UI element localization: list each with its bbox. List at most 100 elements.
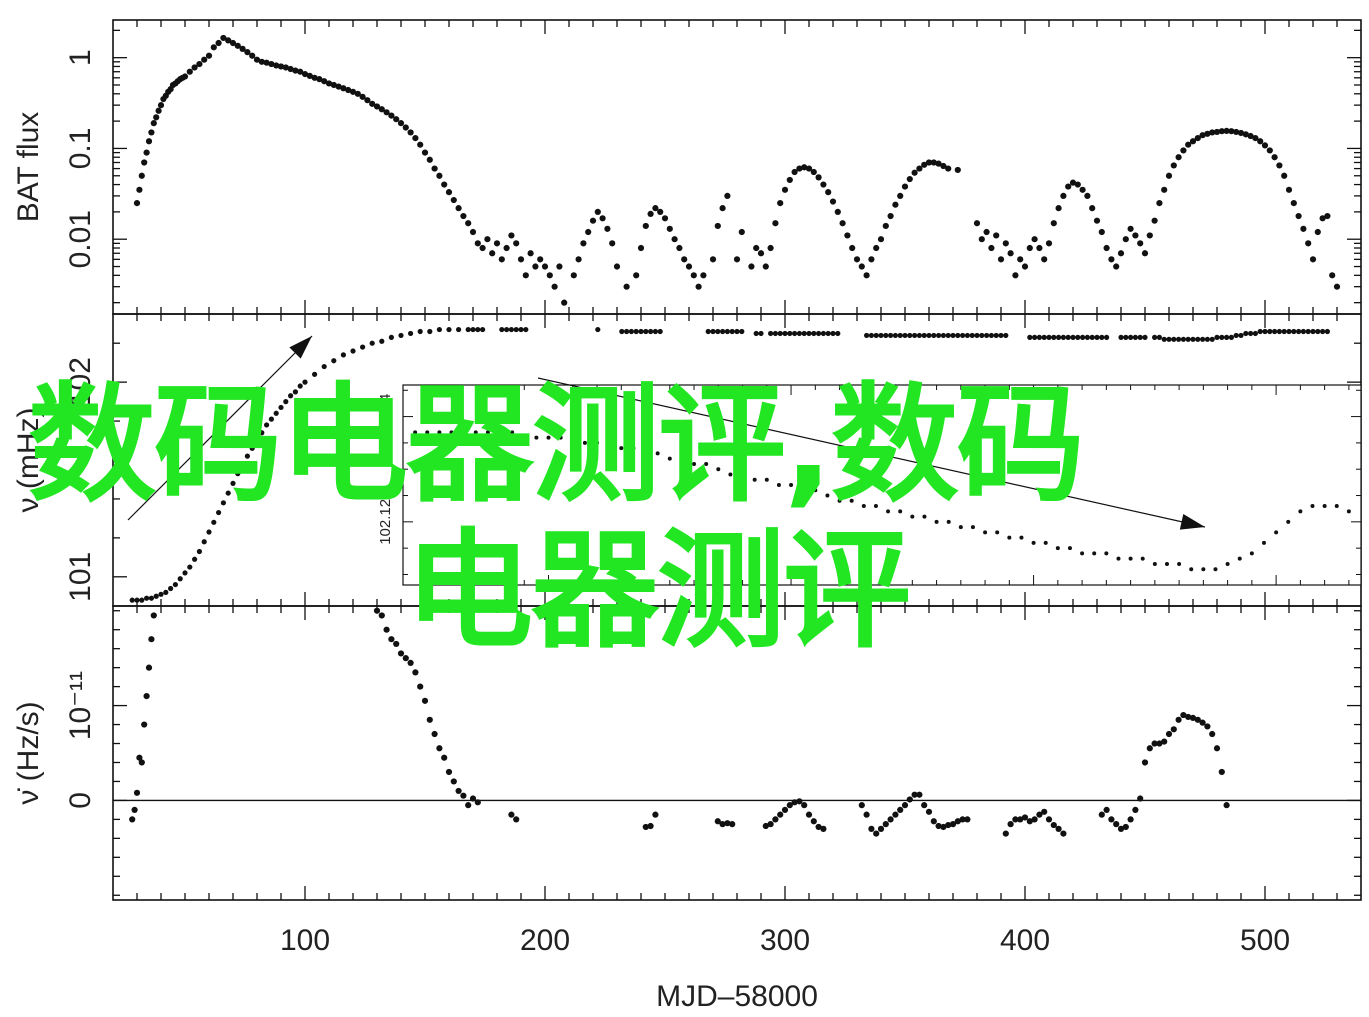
data-point	[1161, 738, 1168, 745]
data-point	[921, 161, 928, 168]
x-tick-label: 200	[520, 924, 570, 957]
data-point	[138, 172, 145, 179]
inset-data-point	[849, 498, 854, 503]
data-point	[1104, 334, 1110, 340]
data-point	[921, 332, 927, 339]
data-point	[1194, 716, 1201, 723]
data-point	[1021, 263, 1029, 270]
data-point	[1214, 334, 1220, 340]
data-point	[960, 332, 966, 339]
x-tick-label: 500	[1240, 924, 1290, 957]
data-point	[1218, 768, 1225, 776]
data-point	[1276, 328, 1282, 335]
data-point	[906, 796, 913, 803]
data-point	[844, 232, 851, 239]
data-point	[613, 263, 621, 270]
data-point	[916, 165, 923, 172]
data-point	[158, 591, 164, 597]
data-point	[187, 564, 193, 570]
data-point	[619, 328, 625, 335]
data-point	[484, 236, 491, 243]
data-point	[460, 792, 467, 799]
inset-data-point	[776, 483, 781, 487]
data-point	[984, 332, 990, 339]
inset-data-point	[1140, 556, 1145, 561]
y-tick-label: 1	[64, 49, 97, 66]
data-point	[1069, 179, 1077, 186]
data-point	[1266, 147, 1273, 154]
data-point	[431, 165, 438, 172]
data-point	[690, 272, 697, 279]
data-point	[868, 825, 875, 832]
data-point	[450, 778, 457, 785]
data-point	[456, 326, 462, 333]
data-point	[954, 166, 961, 174]
data-point	[1127, 225, 1134, 232]
data-point	[1142, 334, 1148, 340]
data-point	[810, 818, 817, 825]
arrow-to-curve	[127, 335, 313, 521]
data-point	[1209, 730, 1216, 738]
data-point	[1219, 334, 1225, 340]
data-point	[1161, 186, 1168, 193]
data-point	[244, 49, 251, 56]
data-point	[1233, 332, 1239, 339]
data-point	[1189, 714, 1197, 722]
data-point	[1103, 806, 1110, 814]
inset-data-point	[1189, 567, 1194, 572]
data-point	[373, 103, 381, 110]
inset-data-point	[679, 456, 684, 461]
data-point	[220, 500, 226, 506]
data-point	[201, 56, 208, 63]
data-point	[306, 72, 313, 79]
data-point	[1185, 713, 1192, 721]
data-point	[973, 220, 981, 227]
data-point	[897, 332, 903, 339]
data-point	[302, 379, 308, 385]
data-point	[1314, 228, 1321, 236]
inset-data-point	[740, 472, 745, 477]
data-point	[412, 134, 419, 142]
data-point	[359, 93, 366, 100]
data-point	[897, 192, 904, 200]
data-point	[1137, 795, 1144, 802]
data-point	[249, 445, 255, 451]
data-point	[1041, 808, 1048, 815]
data-point	[1123, 334, 1129, 340]
data-point	[1128, 334, 1134, 340]
data-point	[1233, 128, 1240, 136]
data-point	[1036, 244, 1043, 252]
panel-bottom: 10⁻¹¹ 0 ν̇ (Hz/s)	[12, 605, 1362, 901]
data-point	[1213, 745, 1221, 752]
data-point	[136, 754, 143, 761]
inset-data-point	[449, 430, 454, 435]
data-point	[1296, 328, 1302, 335]
inset-data-point	[886, 509, 891, 514]
inset-data-point	[546, 435, 551, 440]
data-point	[926, 332, 932, 339]
data-point	[1137, 334, 1143, 340]
data-point	[661, 215, 669, 222]
data-point	[882, 222, 889, 230]
data-point	[936, 332, 942, 339]
data-point	[791, 799, 798, 806]
inset-data-point	[1177, 561, 1182, 566]
data-point	[1132, 806, 1139, 814]
data-point	[393, 116, 400, 123]
inset-data-point	[485, 430, 490, 435]
data-point	[642, 222, 649, 230]
data-point	[902, 332, 908, 339]
data-point	[1329, 272, 1336, 279]
data-point	[1026, 818, 1033, 825]
data-point	[455, 205, 462, 212]
data-point	[1151, 740, 1158, 747]
data-point	[421, 697, 429, 704]
data-point	[1084, 192, 1091, 200]
data-point	[787, 330, 793, 337]
data-point	[983, 228, 990, 236]
data-point	[1276, 162, 1283, 169]
data-point	[1290, 199, 1297, 207]
inset-data-point	[1164, 561, 1169, 566]
data-point	[709, 256, 717, 263]
